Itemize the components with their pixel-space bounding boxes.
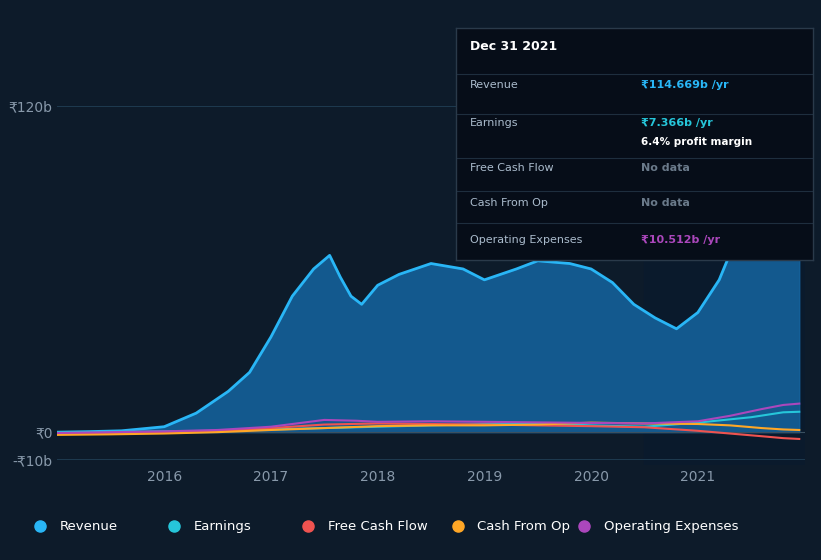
Text: 6.4% profit margin: 6.4% profit margin [641, 137, 753, 147]
Text: Revenue: Revenue [60, 520, 118, 533]
Bar [644, 84, 805, 465]
Text: Cash From Op: Cash From Op [478, 520, 571, 533]
Text: Free Cash Flow: Free Cash Flow [328, 520, 428, 533]
Text: Revenue: Revenue [470, 80, 519, 90]
Text: Earnings: Earnings [470, 118, 518, 128]
Text: No data: No data [641, 198, 690, 208]
Text: Cash From Op: Cash From Op [470, 198, 548, 208]
Text: ₹7.366b /yr: ₹7.366b /yr [641, 118, 713, 128]
Text: Operating Expenses: Operating Expenses [603, 520, 738, 533]
Text: Earnings: Earnings [194, 520, 251, 533]
Text: ₹114.669b /yr: ₹114.669b /yr [641, 80, 729, 90]
Text: Operating Expenses: Operating Expenses [470, 235, 582, 245]
Text: ₹10.512b /yr: ₹10.512b /yr [641, 235, 721, 245]
Text: No data: No data [641, 164, 690, 173]
Text: Free Cash Flow: Free Cash Flow [470, 164, 553, 173]
Text: Dec 31 2021: Dec 31 2021 [470, 40, 557, 53]
